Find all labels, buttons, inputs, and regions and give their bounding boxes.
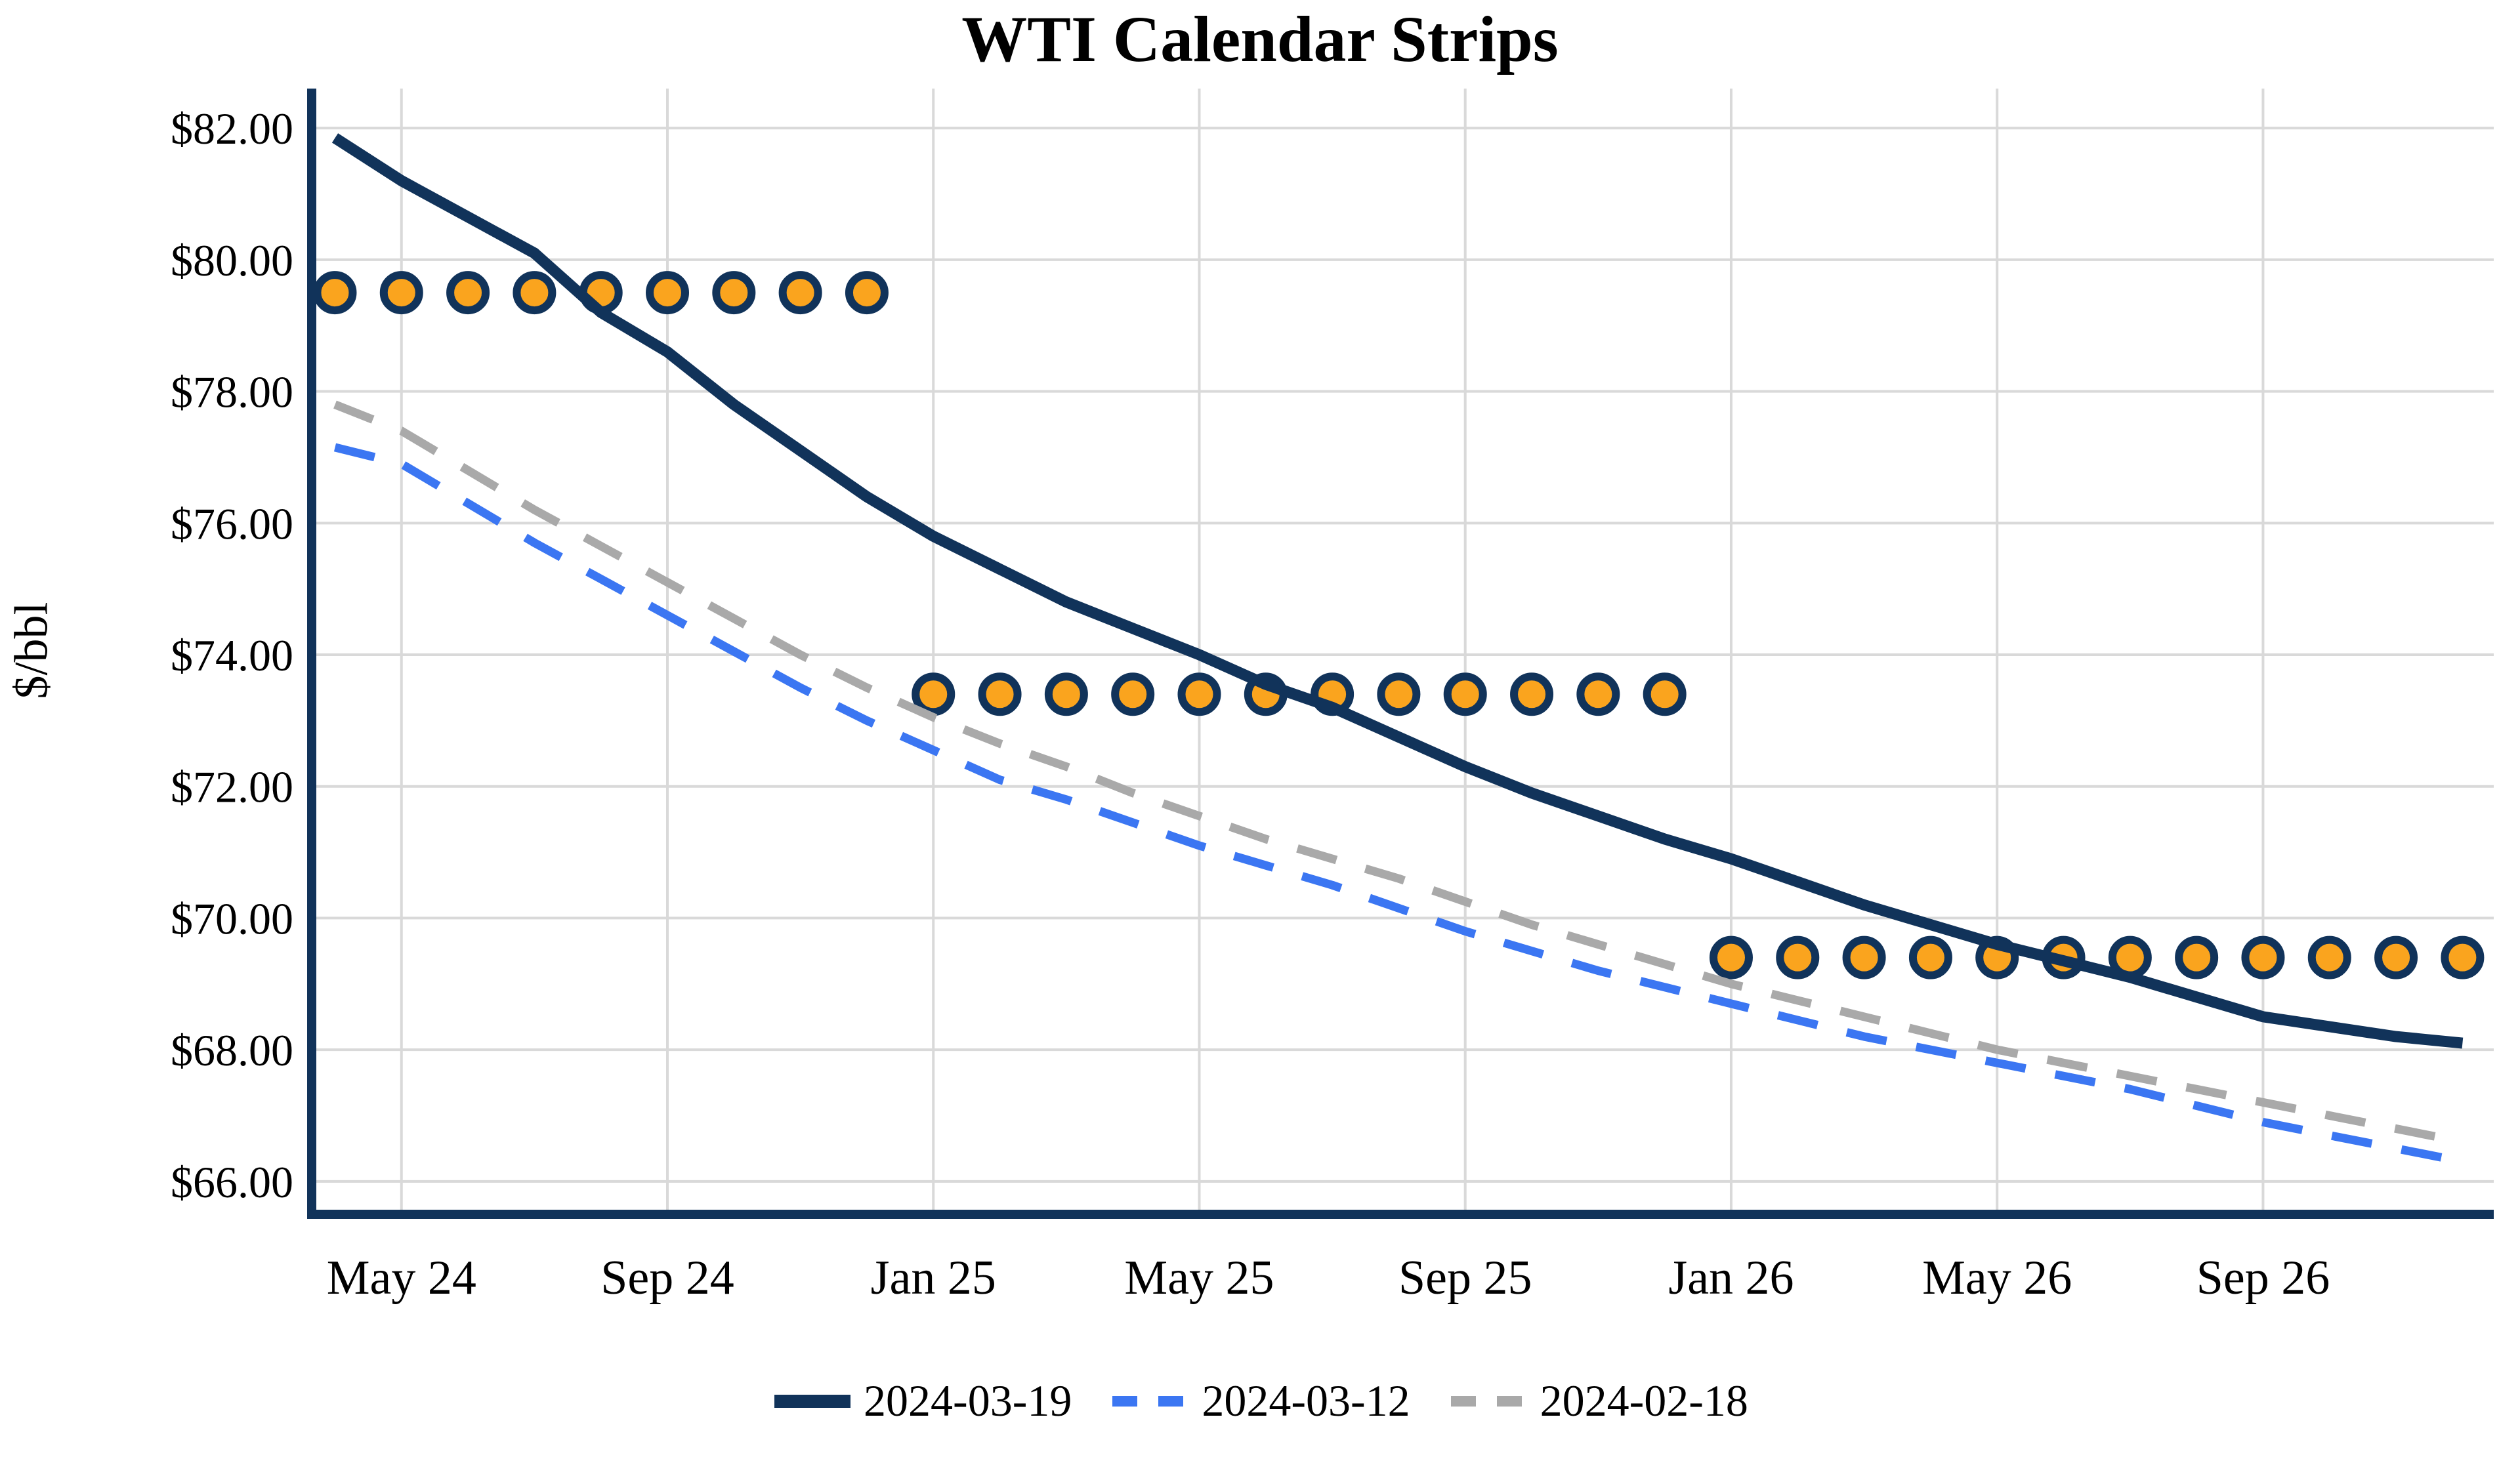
strip-price-marker: [912, 672, 956, 716]
x-tick-label: Sep 26: [2196, 1251, 2330, 1305]
x-tick-label: May 26: [1922, 1251, 2072, 1305]
strip-price-marker: [712, 271, 756, 315]
legend-label: 2024-03-19: [864, 1376, 1072, 1426]
strip-price-marker: [978, 672, 1022, 716]
y-tick-label: $80.00: [171, 236, 293, 285]
series-line-2024-03-12: [333, 443, 2464, 1166]
y-tick-label: $76.00: [171, 499, 293, 548]
strip-price-marker: [1377, 672, 1421, 716]
y-tick-label: $82.00: [171, 104, 293, 154]
strip-price-marker: [1443, 672, 1487, 716]
strip-price-marker: [1510, 672, 1554, 716]
strip-price-marker: [2307, 935, 2351, 979]
strip-price-marker: [2441, 935, 2485, 979]
y-tick-label: $68.00: [171, 1025, 293, 1075]
strip-price-marker: [1643, 672, 1687, 716]
y-tick-label: $66.00: [171, 1157, 293, 1207]
strip-price-marker: [313, 271, 357, 315]
strip-price-marker: [1111, 672, 1155, 716]
strip-price-marker: [1908, 935, 1952, 979]
x-tick-label: Jan 25: [871, 1251, 996, 1305]
strip-price-marker: [2374, 935, 2418, 979]
strip-price-marker: [1177, 672, 1221, 716]
legend-label: 2024-03-12: [1202, 1376, 1410, 1426]
strip-price-marker: [1776, 935, 1820, 979]
solid-line-swatch-icon: [774, 1394, 851, 1408]
legend-item-2024-03-19: 2024-03-19: [772, 1375, 1072, 1427]
y-tick-label: $78.00: [171, 367, 293, 417]
series-line-2024-03-19: [331, 133, 2464, 1049]
legend-label: 2024-02-18: [1540, 1376, 1748, 1426]
strip-price-marker: [1576, 672, 1620, 716]
x-tick-label: Sep 24: [600, 1251, 734, 1305]
x-tick-label: May 24: [327, 1251, 476, 1305]
strip-price-marker: [1044, 672, 1088, 716]
strip-price-marker: [446, 271, 490, 315]
strip-price-marker: [778, 271, 822, 315]
strip-price-marker: [379, 271, 423, 315]
strip-price-marker: [646, 271, 690, 315]
strip-price-marker: [1842, 935, 1886, 979]
legend: 2024-03-19 2024-03-12 2024-02-18: [0, 1375, 2520, 1427]
x-tick-label: Jan 26: [1668, 1251, 1794, 1305]
strip-price-marker: [513, 271, 556, 315]
dashed-line-swatch-icon: [1450, 1395, 1527, 1407]
dashed-line-swatch-icon: [1112, 1395, 1189, 1407]
x-tick-label: Sep 25: [1398, 1251, 1532, 1305]
x-tick-label: May 25: [1124, 1251, 1274, 1305]
strip-price-marker: [2175, 935, 2219, 979]
strip-price-marker: [2241, 935, 2285, 979]
legend-item-2024-02-18: 2024-02-18: [1448, 1375, 1748, 1427]
y-tick-label: $74.00: [171, 630, 293, 680]
strip-price-marker: [845, 271, 889, 315]
y-tick-label: $70.00: [171, 894, 293, 943]
y-tick-label: $72.00: [171, 762, 293, 812]
chart-title: WTI Calendar Strips: [961, 3, 1559, 75]
series-line-2024-02-18: [333, 400, 2464, 1146]
legend-item-2024-03-12: 2024-03-12: [1110, 1375, 1410, 1427]
strip-price-marker: [1709, 935, 1753, 979]
